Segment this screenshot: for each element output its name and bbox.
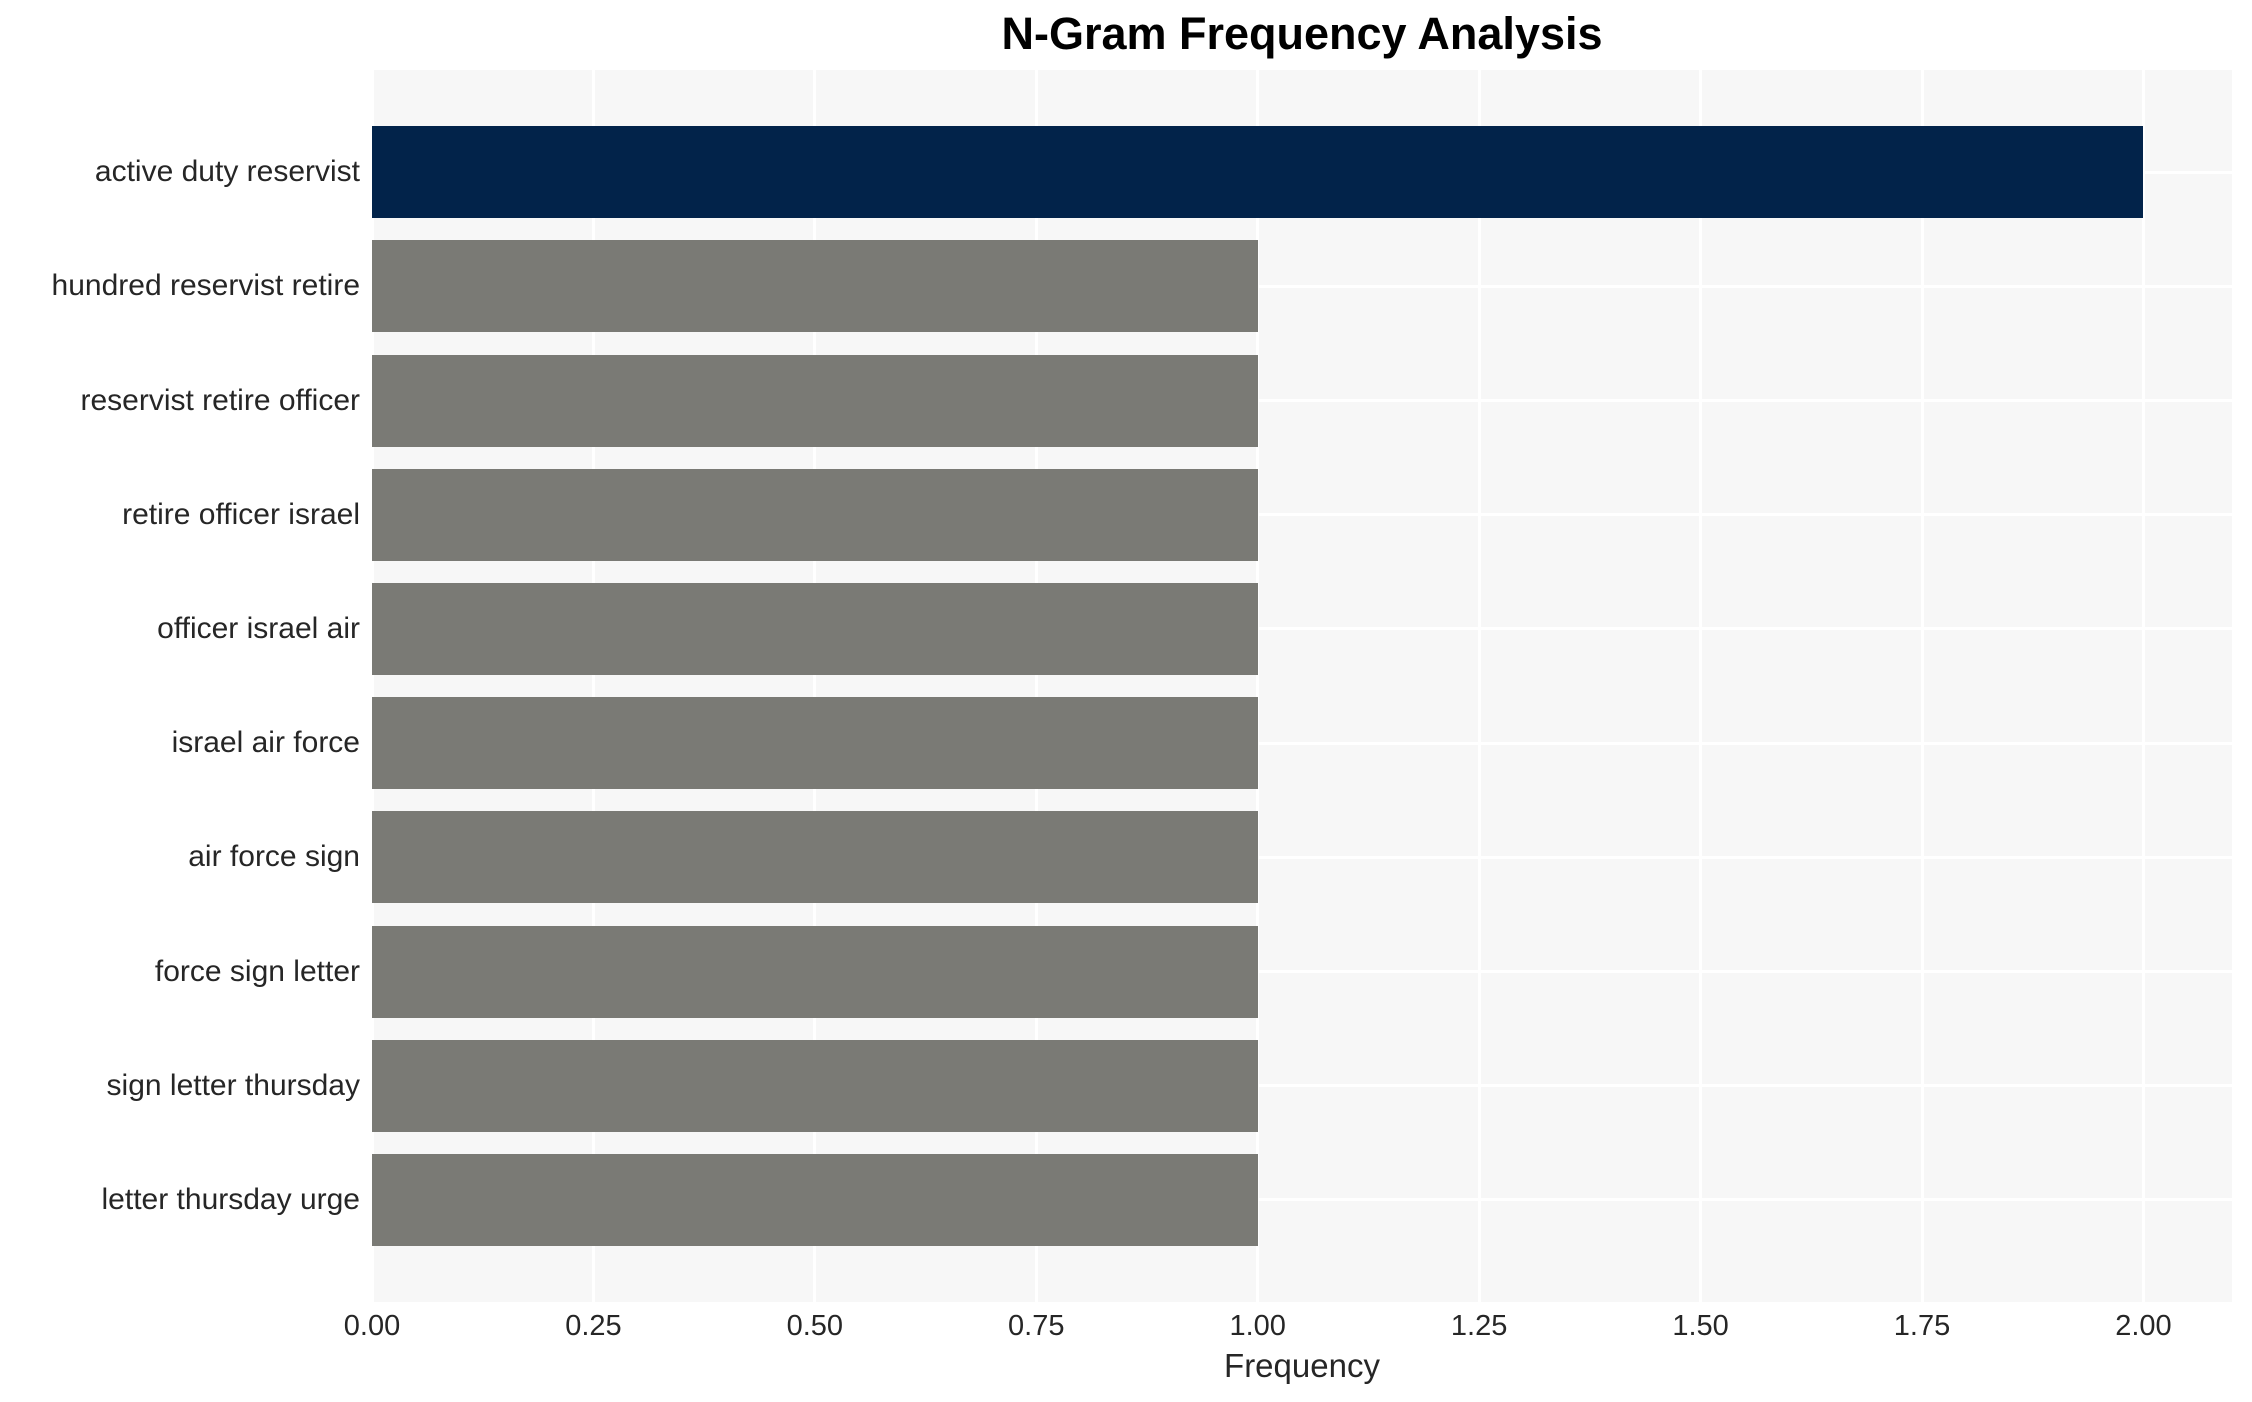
bar — [372, 354, 1258, 447]
bar — [372, 925, 1258, 1018]
bar — [372, 240, 1258, 333]
gridline-vertical — [2141, 70, 2145, 1302]
gridline-horizontal — [372, 627, 2232, 631]
x-tick-label: 0.00 — [343, 1310, 401, 1342]
x-tick-label: 1.00 — [1229, 1310, 1286, 1342]
y-tick-label: hundred reservist retire — [51, 269, 360, 303]
bar — [372, 697, 1258, 790]
chart-title: N-Gram Frequency Analysis — [1001, 8, 1603, 59]
bar — [372, 1039, 1258, 1132]
gridline-horizontal — [372, 970, 2232, 973]
plot-area — [370, 70, 2232, 1302]
gridline-vertical — [1256, 70, 1260, 1302]
gridline-horizontal — [372, 741, 2232, 745]
x-tick-label: 1.25 — [1450, 1310, 1508, 1342]
y-tick-label: israel air force — [171, 726, 360, 760]
x-tick-label: 1.75 — [1893, 1310, 1951, 1342]
x-axis-title: Frequency — [1224, 1347, 1380, 1384]
gridline-horizontal — [372, 513, 2232, 517]
gridline-horizontal — [372, 855, 2232, 859]
gridline-vertical — [370, 70, 374, 1302]
gridline-vertical — [1034, 70, 1038, 1302]
bar — [372, 1153, 1258, 1246]
x-tick-label: 0.25 — [565, 1310, 622, 1342]
gridline-vertical — [1920, 70, 1924, 1302]
gridline-vertical — [591, 70, 595, 1302]
y-tick-label: retire officer israel — [122, 497, 360, 531]
gridline-horizontal — [372, 1084, 2232, 1088]
y-tick-label: force sign letter — [154, 954, 360, 988]
y-tick-label: active duty reservist — [94, 155, 360, 189]
gridline-vertical — [1699, 70, 1703, 1302]
bar — [372, 582, 1258, 675]
gridline-horizontal — [372, 284, 2232, 288]
y-tick-label: officer israel air — [157, 611, 360, 645]
y-tick-label: reservist retire officer — [80, 383, 360, 417]
x-tick-label: 1.50 — [1672, 1310, 1729, 1342]
gridline-horizontal — [372, 399, 2232, 402]
gridline-horizontal — [372, 1198, 2232, 1202]
bar — [372, 811, 1258, 904]
gridline-vertical — [813, 70, 817, 1302]
gridline-vertical — [1477, 70, 1481, 1302]
x-tick-label: 2.00 — [2115, 1310, 2172, 1342]
y-tick-label: sign letter thursday — [106, 1068, 360, 1102]
y-tick-label: letter thursday urge — [101, 1182, 360, 1216]
x-tick-label: 0.50 — [786, 1310, 844, 1342]
y-tick-label: air force sign — [188, 840, 360, 874]
bar — [372, 126, 2144, 219]
x-tick-label: 0.75 — [1008, 1310, 1065, 1342]
bar — [372, 468, 1258, 561]
